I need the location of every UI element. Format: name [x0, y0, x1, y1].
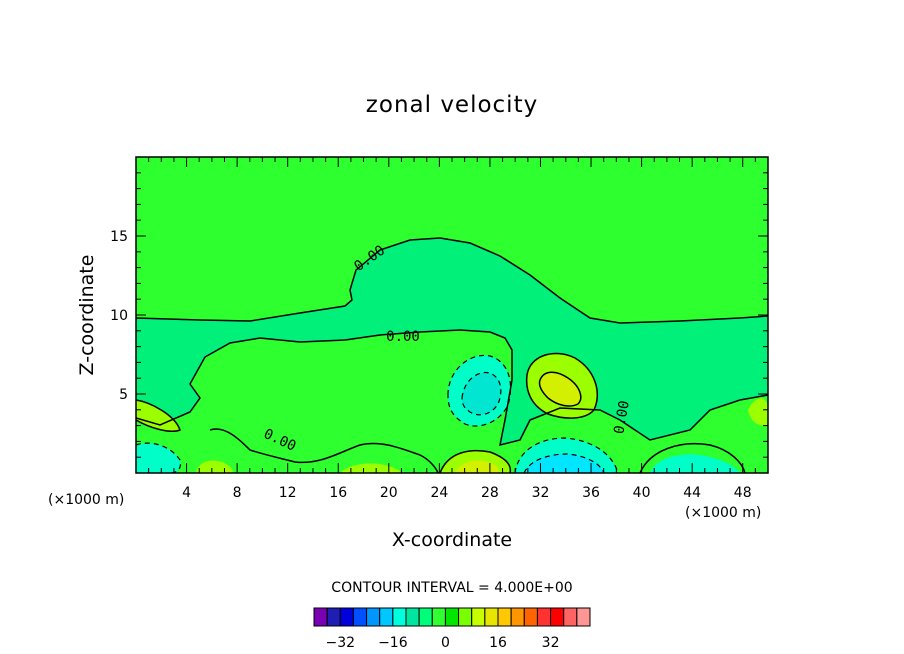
x-tick-label: 20: [380, 485, 398, 501]
x-tick-label: 12: [279, 485, 297, 501]
x-tick-label: 28: [481, 485, 499, 501]
cell-positive-surface-core: [455, 460, 499, 473]
contour-zero-upper: [136, 237, 768, 324]
colorbar: [313, 607, 591, 627]
x-tick-label: 16: [329, 485, 347, 501]
x-tick-label: 44: [683, 485, 701, 501]
x-tick-label: 40: [633, 485, 651, 501]
x-axis-label: X-coordinate: [392, 529, 512, 551]
contour-interval-text: CONTOUR INTERVAL = 4.000E+00: [331, 580, 572, 596]
cell-center-bump: [340, 463, 401, 473]
colorbar-swatch: [366, 607, 381, 627]
colorbar-swatch: [379, 607, 394, 627]
x-tick-label: 32: [532, 485, 550, 501]
colorbar-swatch: [326, 607, 341, 627]
colorbar-labels: −32 −16 0 16 32: [326, 635, 560, 651]
colorbar-swatch: [550, 607, 565, 627]
plot-area: 0.00 0.00 0.00 0.00: [135, 156, 769, 474]
colorbar-label: 16: [489, 635, 507, 651]
colorbar-swatch: [563, 607, 578, 627]
chart-title: zonal velocity: [366, 92, 538, 118]
contour-negative-mid: [447, 354, 512, 427]
colorbar-swatch: [339, 607, 354, 627]
contour-negative-left: [136, 442, 182, 473]
colorbar-swatch: [497, 607, 512, 627]
contour-zero-middle: [136, 329, 768, 447]
colorbar-swatch: [576, 607, 591, 627]
cell-negative-surface-core: [524, 454, 604, 473]
x-tick-label: 4: [182, 485, 191, 501]
contour-label-2: 0.00: [386, 329, 420, 345]
contour-left-positive: [136, 399, 181, 432]
y-tick-label: 5: [119, 387, 128, 403]
y-tick-label: 15: [110, 229, 128, 245]
cell-left-positive: [136, 400, 180, 432]
colorbar-swatch: [431, 607, 446, 627]
colorbar-swatch: [405, 607, 420, 627]
x-tick-label: 36: [582, 485, 600, 501]
colorbar-swatch: [510, 607, 525, 627]
contour-positive-mid: [525, 352, 598, 419]
cell-right-positive: [748, 398, 768, 426]
y-axis-label: Z-coordinate: [76, 255, 98, 376]
cell-left-bump: [196, 460, 233, 473]
contour-label-4: 0.00: [611, 399, 633, 435]
cell-negative-mid-core: [462, 372, 501, 415]
colorbar-swatch: [444, 607, 460, 627]
colorbar-label: 32: [542, 635, 560, 651]
colorbar-swatch: [536, 607, 552, 627]
colorbar-swatch: [484, 607, 499, 627]
contour-ground-wiggle: [209, 428, 439, 473]
cell-left-surface: [136, 443, 181, 473]
colorbar-swatch: [523, 607, 538, 627]
colorbar-label: −16: [378, 635, 408, 651]
contour-negative-surface: [514, 437, 619, 473]
colorbar-label: 0: [441, 635, 450, 651]
contour-negative-mid-inner: [461, 371, 502, 416]
contour-negative-surface-inner: [523, 453, 605, 473]
colorbar-swatch: [352, 607, 368, 627]
colorbar-swatch: [458, 607, 473, 627]
x-tick-label: 48: [734, 485, 752, 501]
colorbar-swatch: [392, 607, 407, 627]
colorbar-label: −32: [326, 635, 356, 651]
contour-positive-mid-inner: [538, 371, 582, 407]
contour-positive-surface: [439, 449, 512, 473]
colorbar-swatch: [471, 607, 486, 627]
x-unit-left: (×1000 m): [48, 492, 124, 508]
x-tick-label: 24: [430, 485, 448, 501]
colorbar-swatch: [313, 607, 328, 627]
x-tick-label: 8: [233, 485, 242, 501]
y-axis: 5 10 15: [110, 172, 768, 458]
contour-right-surface: [639, 443, 746, 473]
colorbar-swatch: [418, 607, 433, 627]
x-axis: 4 8 12 16 20 24 28 32 36 40 44 48: [148, 157, 756, 501]
y-tick-label: 10: [110, 308, 128, 324]
x-unit-right: (×1000 m): [685, 505, 761, 521]
